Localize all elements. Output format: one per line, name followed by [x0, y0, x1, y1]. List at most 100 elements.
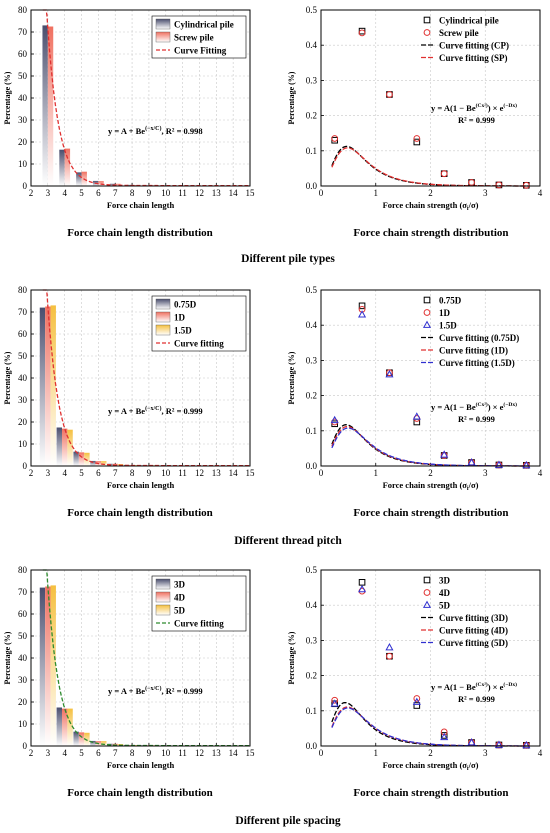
plot-frame [320, 569, 541, 747]
y-axis-label: Percentage (%) [287, 631, 296, 684]
legend-label: 4D [439, 588, 451, 598]
y-tick-label: 0.2 [306, 671, 317, 681]
legend-label: 5D [174, 606, 186, 616]
y-tick-label: 30 [18, 115, 28, 125]
legend-label: 1.5D [439, 321, 457, 331]
y-tick-label: 60 [18, 329, 28, 339]
data-point [412, 412, 421, 420]
data-point [385, 643, 394, 651]
bar [50, 585, 56, 746]
strength-distribution-chart: 0 1 2 3 4 0.0 0.1 0.2 0.3 0.4 0.5 3D 4D 5D Curve fitti… [287, 565, 543, 799]
bar [73, 731, 79, 746]
x-tick-label: 2 [29, 748, 34, 758]
data-point [522, 740, 531, 749]
data-point [358, 579, 366, 586]
fit-r2: R² = 0.999 [458, 115, 495, 125]
x-axis-label: Force chain strength (σi/σ) [383, 480, 479, 492]
bar [90, 460, 96, 466]
bar [126, 184, 133, 186]
bar [56, 707, 62, 746]
length-distribution-chart: 2 3 4 5 6 7 8 9 10 11 12 13 14 15 0 10 20 30 40 50 60 70 80 Cyl… [3, 5, 255, 239]
bar [90, 740, 96, 746]
legend-label: Screw pile [174, 33, 214, 43]
y-tick-label: 10 [18, 439, 28, 449]
legend-swatch [155, 591, 171, 603]
panel-caption: Force chain length distribution [67, 787, 213, 799]
x-tick-label: 1 [374, 188, 379, 198]
data-point [494, 460, 503, 468]
bar [39, 307, 46, 466]
y-tick-label: 0.4 [306, 320, 318, 330]
data-point [423, 296, 431, 304]
figure-root: 2 3 4 5 6 7 8 9 10 11 12 13 14 1501020304050607080Cyl… [3, 5, 543, 827]
x-tick-label: 12 [195, 468, 204, 478]
bar [50, 305, 56, 466]
data-point [412, 697, 421, 705]
bar [56, 427, 62, 466]
fit-curve [331, 425, 528, 467]
data-point [385, 370, 394, 378]
data-point [423, 29, 431, 36]
y-axis-label: Percentage (%) [287, 71, 296, 124]
y-tick-label: 0.4 [306, 40, 318, 50]
x-tick-label: 4 [62, 468, 67, 478]
x-tick-label: 5 [79, 188, 84, 198]
group-title: Different thread pitch [234, 535, 342, 547]
legend-label: 4D [174, 593, 186, 603]
y-tick-label: 80 [18, 285, 28, 295]
y-tick-label: 0.1 [306, 706, 317, 716]
fit-equation: y = A(1 − Be(Cx²)) × e(−Dx) [431, 401, 517, 412]
x-tick-label: 5 [79, 468, 84, 478]
x-tick-label: 10 [161, 468, 171, 478]
x-tick-label: 12 [195, 188, 204, 198]
x-tick-label: 4 [62, 188, 67, 198]
bar [73, 451, 79, 466]
x-tick-label: 7 [113, 748, 118, 758]
x-axis-label: Force chain strength (σi/σ) [383, 200, 479, 212]
x-tick-label: 0 [319, 468, 324, 478]
fit-equation: y = A + Be(−x/C), R² = 0.999 [108, 405, 203, 416]
fit-curve [331, 707, 528, 747]
x-tick-label: 2 [29, 468, 34, 478]
data-point [495, 181, 503, 189]
x-tick-label: 3 [483, 748, 488, 758]
data-point [467, 458, 476, 466]
fit-equation: y = A + Be(−x/C), R² = 0.998 [108, 125, 203, 136]
x-tick-label: 1 [374, 468, 379, 478]
x-tick-label: 15 [246, 468, 256, 478]
bar [64, 148, 71, 186]
legend-swatch [155, 311, 171, 323]
bar [78, 452, 85, 466]
strength-distribution-chart: 0 1 2 3 4 0.0 0.1 0.2 0.3 0.4 0.5 0.75D 1D 1.5D Curve … [287, 285, 543, 519]
data-point [331, 696, 339, 704]
fit-equation: y = A(1 − Be(Cx²)) × e(−Dx) [431, 681, 517, 692]
data-point [331, 135, 339, 142]
data-point [440, 452, 448, 459]
x-tick-label: 5 [79, 748, 84, 758]
plot-frame [30, 9, 251, 187]
x-tick-label: 9 [147, 188, 152, 198]
plot-frame [320, 9, 541, 187]
x-tick-label: 7 [113, 468, 118, 478]
y-tick-label: 50 [18, 631, 28, 641]
y-tick-label: 0.0 [306, 741, 318, 751]
legend-label: Curve fitting [174, 339, 224, 349]
x-tick-label: 4 [538, 468, 543, 478]
strength-distribution-chart: 0 1 2 3 4 0.0 0.1 0.2 0.3 0.4 0.5 Cylindrical pile S… [287, 5, 543, 239]
data-point [358, 302, 366, 310]
x-tick-label: 3 [46, 748, 51, 758]
data-point [522, 181, 530, 189]
x-tick-label: 12 [195, 748, 204, 758]
data-point [440, 732, 448, 739]
x-tick-label: 15 [246, 188, 256, 198]
bar [39, 587, 46, 746]
fit-curve [331, 706, 528, 747]
bar [101, 741, 107, 746]
data-point [494, 740, 503, 748]
data-point [358, 310, 367, 318]
panel-caption: Force chain strength distribution [353, 787, 508, 799]
y-tick-label: 0.5 [306, 565, 318, 575]
y-tick-label: 0.5 [306, 5, 318, 15]
y-tick-label: 70 [18, 307, 28, 317]
